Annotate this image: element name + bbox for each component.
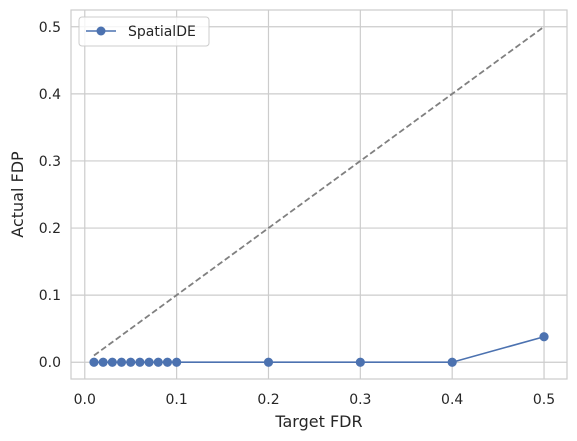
data-point — [162, 357, 173, 367]
data-point — [172, 357, 182, 367]
y-tick-label: 0.5 — [39, 20, 61, 36]
x-tick-label: 0.4 — [441, 392, 463, 408]
legend-box — [78, 16, 210, 47]
y-tick-label: 0.4 — [39, 87, 61, 103]
series-group — [89, 332, 549, 367]
y-tick-label: 0.1 — [39, 288, 61, 304]
data-point — [539, 332, 549, 342]
reference-line — [93, 26, 545, 357]
grid-lines — [71, 10, 567, 379]
data-point — [447, 357, 457, 367]
y-tick-label: 0.0 — [39, 355, 61, 371]
y-axis-ticks: 0.0 0.1 0.2 0.3 0.4 0.5 — [39, 20, 61, 371]
x-tick-label: 0.0 — [74, 392, 96, 408]
x-tick-label: 0.1 — [165, 392, 187, 408]
x-tick-label: 0.5 — [533, 392, 555, 408]
data-point — [107, 357, 117, 367]
data-point — [89, 357, 99, 367]
legend: SpatialDE — [78, 16, 210, 47]
data-point — [116, 357, 127, 367]
x-tick-label: 0.3 — [349, 392, 371, 408]
x-tick-label: 0.2 — [257, 392, 279, 408]
y-axis-label: Actual FDP — [8, 151, 27, 238]
plot-area-frame — [70, 9, 568, 380]
data-point — [153, 357, 163, 367]
data-point — [144, 357, 154, 367]
legend-label-spatialde: SpatialDE — [128, 24, 196, 40]
data-point — [135, 357, 145, 367]
x-axis-label: Target FDR — [274, 412, 362, 431]
data-point — [355, 357, 365, 367]
data-point — [98, 357, 108, 367]
x-axis-ticks: 0.0 0.1 0.2 0.3 0.4 0.5 — [74, 392, 556, 408]
y-tick-label: 0.2 — [39, 221, 61, 237]
legend-marker-swatch — [96, 26, 106, 36]
data-point — [126, 357, 136, 367]
series-line-0 — [93, 335, 545, 364]
reference-diagonal-line — [93, 26, 545, 357]
data-point — [263, 357, 274, 367]
y-tick-label: 0.3 — [39, 154, 61, 170]
